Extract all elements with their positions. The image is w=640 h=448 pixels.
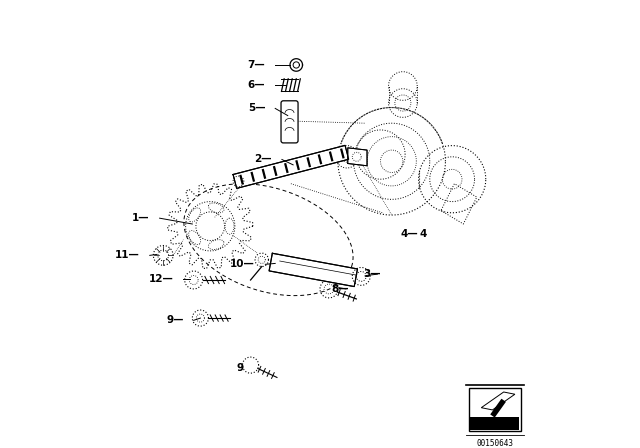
Polygon shape — [284, 163, 289, 173]
Polygon shape — [481, 392, 515, 410]
Text: 00150643: 00150643 — [476, 439, 513, 448]
Text: 10—: 10— — [229, 259, 254, 269]
Text: 9: 9 — [237, 363, 244, 373]
Text: 4: 4 — [419, 229, 427, 239]
Text: 7—: 7— — [248, 60, 266, 70]
Bar — [470, 417, 519, 430]
FancyBboxPatch shape — [281, 101, 298, 143]
Text: 12—: 12— — [149, 274, 174, 284]
Polygon shape — [273, 166, 278, 176]
Polygon shape — [269, 253, 358, 287]
Text: 3—: 3— — [363, 269, 380, 279]
Polygon shape — [340, 148, 345, 159]
Text: 2—: 2— — [255, 155, 272, 164]
Polygon shape — [295, 160, 300, 170]
Text: 5—: 5— — [248, 103, 266, 113]
Polygon shape — [317, 154, 323, 164]
Text: 6—: 6— — [248, 80, 266, 90]
Text: 4—: 4— — [401, 229, 419, 239]
Text: 11—: 11— — [115, 250, 140, 260]
Polygon shape — [348, 148, 367, 166]
Bar — [468, 388, 521, 431]
Polygon shape — [233, 146, 349, 188]
Text: 8—: 8— — [332, 284, 349, 294]
Polygon shape — [239, 175, 244, 185]
Polygon shape — [307, 157, 311, 168]
Polygon shape — [329, 151, 333, 162]
Polygon shape — [490, 399, 506, 418]
Polygon shape — [262, 169, 266, 179]
Text: 9—: 9— — [167, 315, 184, 325]
Polygon shape — [250, 172, 255, 182]
Text: 1—: 1— — [131, 213, 149, 223]
